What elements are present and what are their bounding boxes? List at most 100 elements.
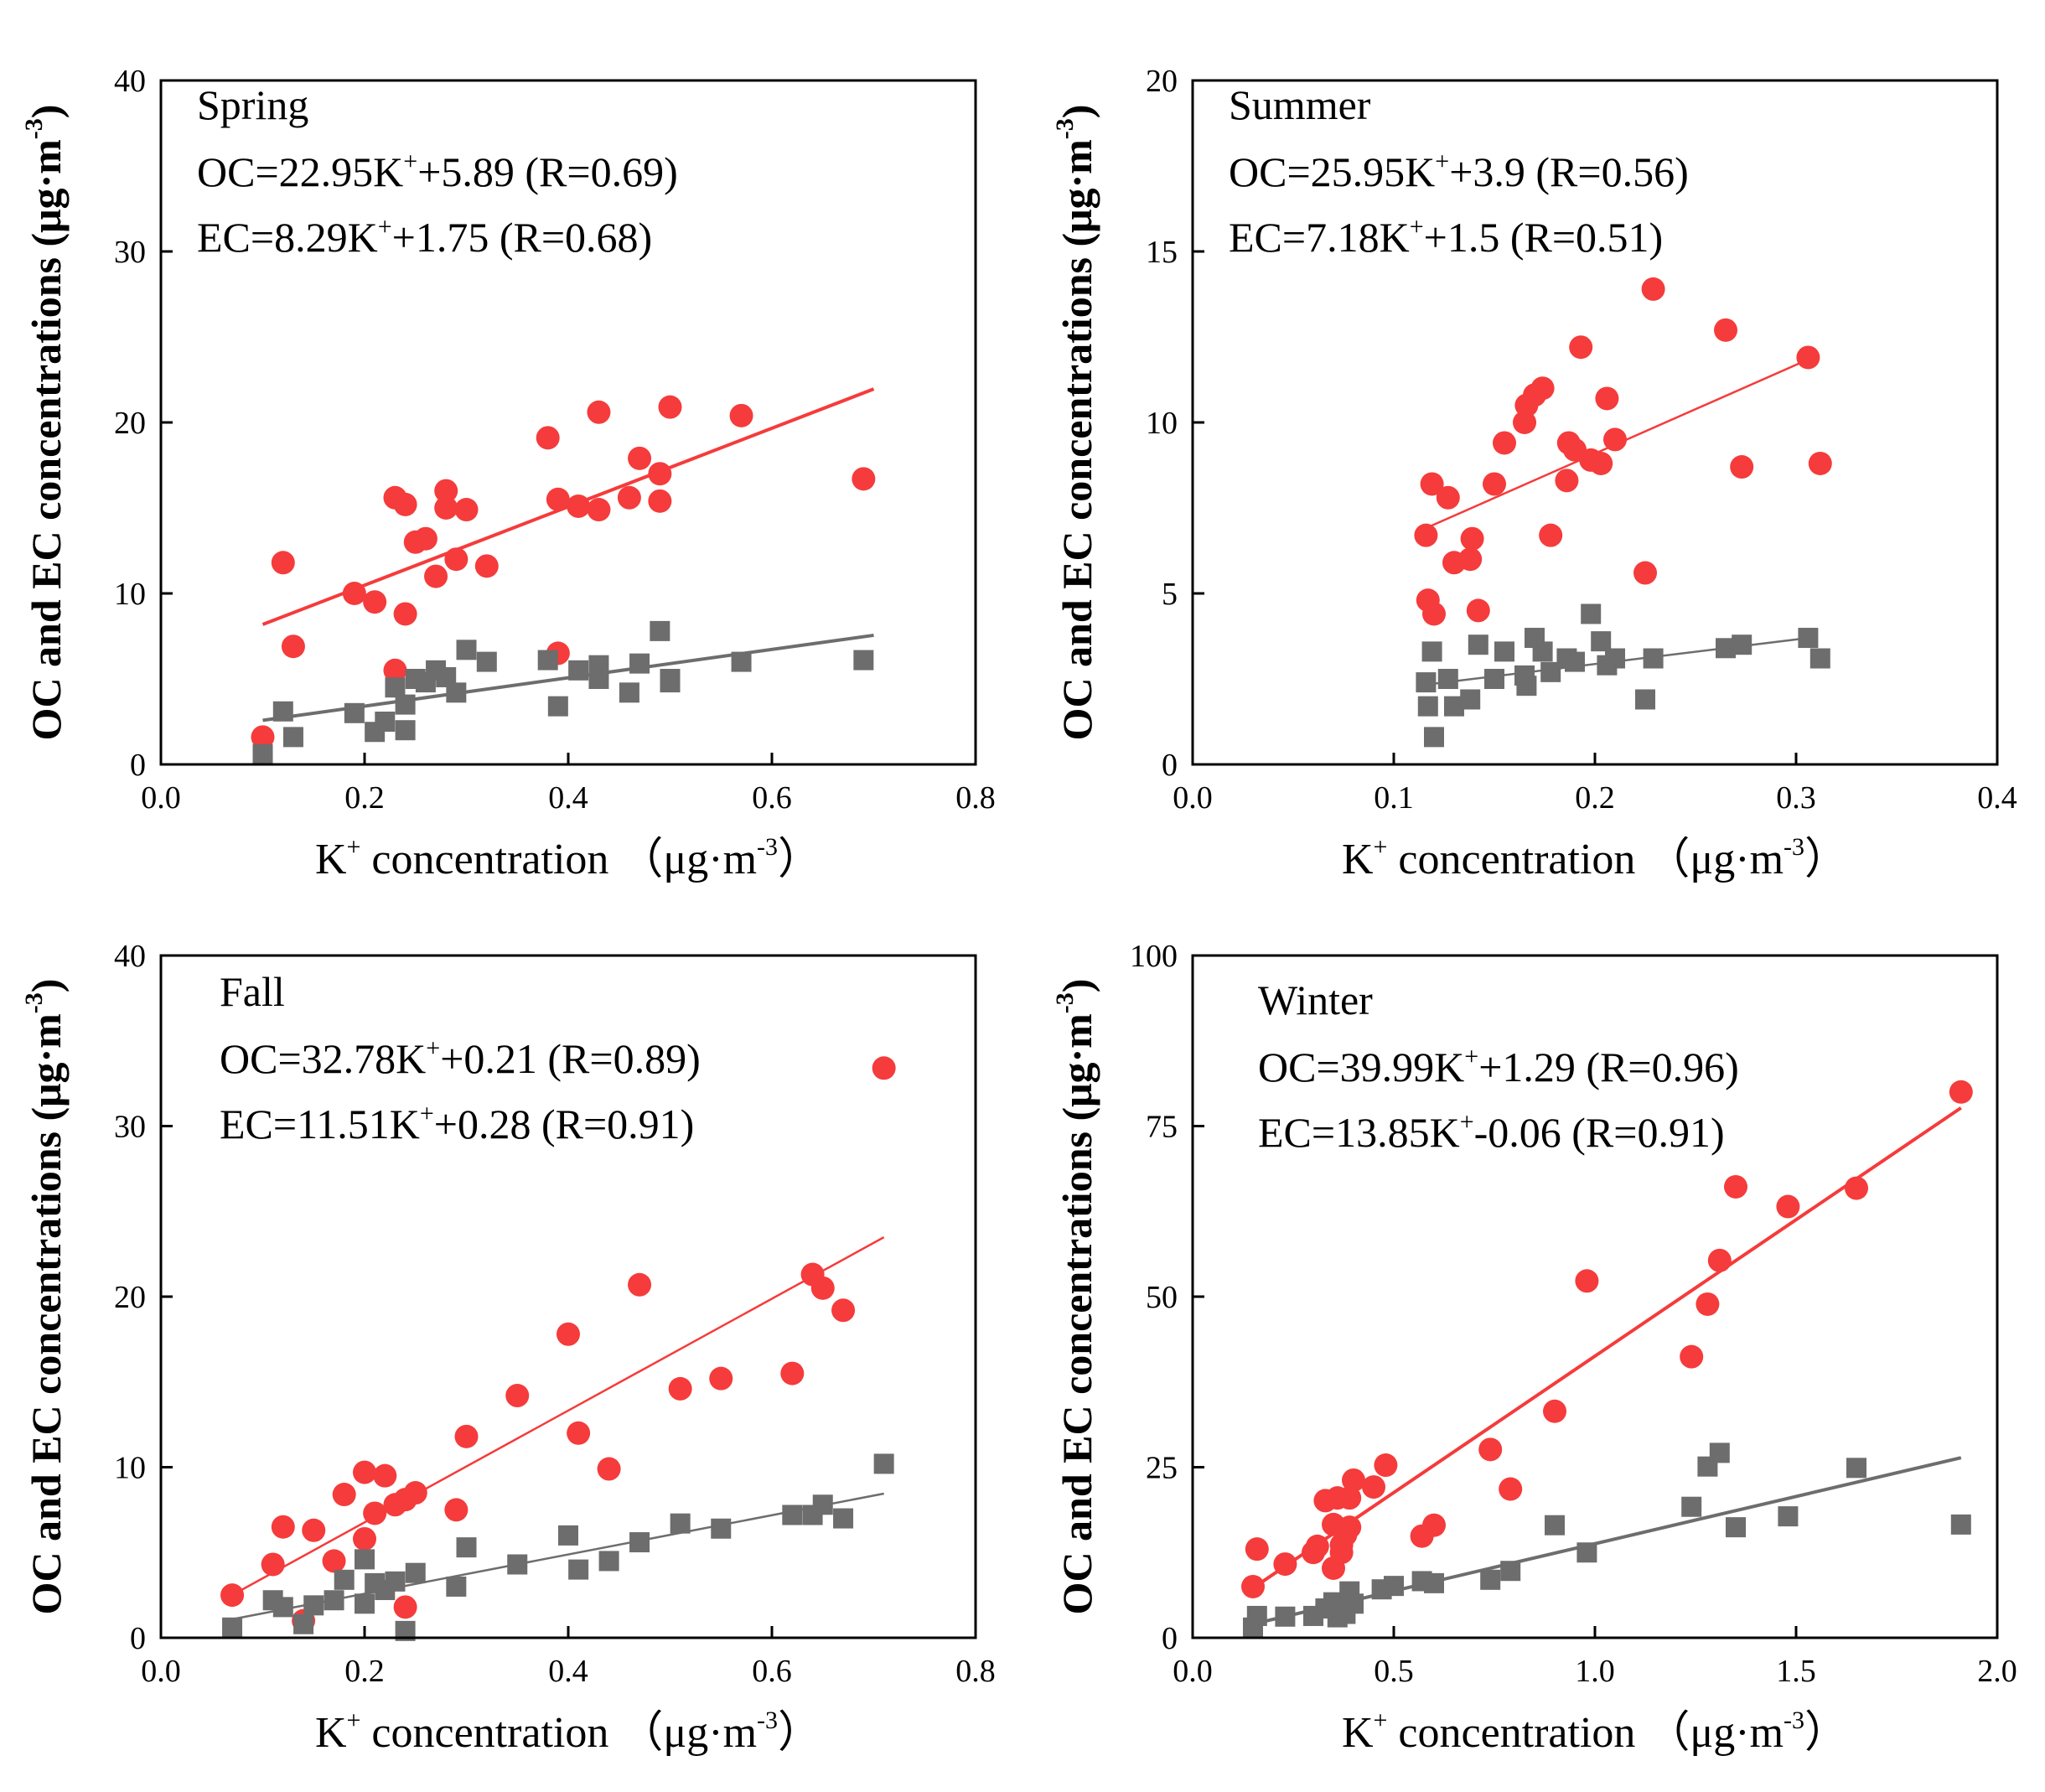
ec-point <box>293 1613 314 1634</box>
ec-point <box>1494 641 1514 662</box>
oc-point <box>220 1583 245 1608</box>
panel-summer: 0.0 0.1 0.2 0.3 0.4 0 5 10 15 20 Summer OC=25.95K++… <box>1051 64 2017 883</box>
y-tick-label: 0 <box>1162 1621 1178 1656</box>
summer-oc-series <box>1414 277 1832 626</box>
oc-point <box>363 590 387 614</box>
y-tick-label: 5 <box>1162 577 1178 612</box>
oc-point <box>1707 1248 1732 1272</box>
x-tick-label: 0.6 <box>752 780 792 816</box>
oc-point <box>1555 469 1579 493</box>
ec-point <box>1576 1542 1597 1563</box>
winter-oc-fit-line <box>1251 1106 1962 1590</box>
oc-point <box>474 554 499 578</box>
oc-point <box>617 485 641 510</box>
oc-point <box>1539 523 1563 547</box>
x-tick-label: 0.4 <box>1977 780 2017 816</box>
oc-point <box>1543 1399 1566 1423</box>
oc-point <box>251 725 275 749</box>
ec-point <box>282 727 303 748</box>
oc-equation: OC=32.78K++0.21 (R=0.89) <box>220 1034 701 1082</box>
oc-point <box>1499 1477 1523 1501</box>
ec-point <box>568 660 589 681</box>
ec-point <box>446 1576 467 1597</box>
oc-point <box>353 1460 376 1484</box>
oc-point <box>567 494 591 518</box>
oc-point <box>1714 318 1737 342</box>
season-title: Fall <box>220 968 285 1015</box>
ec-point <box>222 1617 243 1638</box>
y-tick-label: 10 <box>114 577 146 612</box>
oc-point <box>1589 451 1613 475</box>
ec-point <box>1709 1442 1730 1463</box>
oc-point <box>1458 547 1483 572</box>
y-tick-label: 0 <box>130 748 146 783</box>
oc-point <box>342 582 366 605</box>
oc-point <box>454 498 479 522</box>
ec-point <box>568 1559 589 1580</box>
plot-frame <box>1191 954 1999 1639</box>
y-axis-label: OC and EC concentrations (μg·m-3) <box>1051 979 1100 1615</box>
y-axis-label: OC and EC concentrations (μg·m-3) <box>20 979 70 1615</box>
y-tick-label: 0 <box>1162 748 1178 783</box>
y-tick-label: 50 <box>1146 1280 1178 1315</box>
ec-point <box>385 1571 406 1592</box>
ec-point <box>1484 669 1504 689</box>
season-title: Summer <box>1229 81 1371 128</box>
ec-point <box>252 743 273 764</box>
ec-point <box>303 1595 324 1616</box>
oc-point <box>281 634 305 659</box>
oc-point <box>424 564 448 588</box>
panel-winter: 0.0 0.5 1.0 1.5 2.0 0 25 50 75 100 Winter OC=39.99K… <box>1051 939 2017 1757</box>
ec-point <box>558 1525 578 1546</box>
oc-point <box>1414 523 1438 547</box>
ec-point <box>1643 648 1664 669</box>
ec-point <box>476 651 497 672</box>
ec-point <box>1950 1514 1971 1535</box>
ec-point <box>833 1508 854 1529</box>
y-tick-label: 40 <box>114 64 146 99</box>
ec-point <box>272 701 293 722</box>
oc-point <box>1633 561 1657 585</box>
y-tick-label: 75 <box>1146 1110 1178 1145</box>
oc-point <box>403 1481 427 1505</box>
winter-ec-series <box>1243 1442 1971 1638</box>
y-axis-label: OC and EC concentrations (μg·m-3) <box>20 105 70 741</box>
ec-point <box>324 1590 344 1611</box>
oc-point <box>413 526 437 551</box>
oc-point <box>1329 1541 1354 1565</box>
ec-point <box>873 1453 894 1474</box>
y-axis-label: OC and EC concentrations (μg·m-3) <box>1051 105 1100 741</box>
oc-point <box>444 1498 469 1522</box>
oc-point <box>1245 1537 1269 1562</box>
oc-equation: OC=25.95K++3.9 (R=0.56) <box>1229 148 1689 195</box>
oc-point <box>261 1552 285 1577</box>
oc-point <box>1420 472 1444 496</box>
y-tick-label: 10 <box>1146 406 1178 441</box>
winter-ec-fit-line <box>1252 1456 1962 1626</box>
ec-point <box>355 1549 375 1570</box>
oc-point <box>1949 1080 1973 1104</box>
ec-point <box>1635 689 1655 710</box>
oc-point <box>1513 411 1536 434</box>
oc-point <box>1422 602 1446 626</box>
oc-point <box>1776 1194 1800 1219</box>
x-tick-label: 0.6 <box>752 1654 792 1689</box>
ec-point <box>1809 648 1830 669</box>
ec-point <box>588 669 609 689</box>
oc-point <box>1845 1176 1868 1200</box>
ec-point <box>1421 641 1442 662</box>
oc-point <box>353 1526 376 1551</box>
ec-point <box>334 1569 355 1590</box>
oc-point <box>434 479 458 503</box>
oc-point <box>1603 427 1627 452</box>
oc-point <box>505 1384 530 1408</box>
oc-point <box>322 1549 346 1573</box>
x-tick-label: 1.0 <box>1575 1654 1615 1689</box>
oc-point <box>1808 451 1832 475</box>
oc-point <box>546 487 570 511</box>
x-tick-label: 1.5 <box>1776 1654 1816 1689</box>
oc-point <box>393 492 417 516</box>
oc-point <box>302 1518 326 1542</box>
spring-ec-series <box>252 620 874 764</box>
